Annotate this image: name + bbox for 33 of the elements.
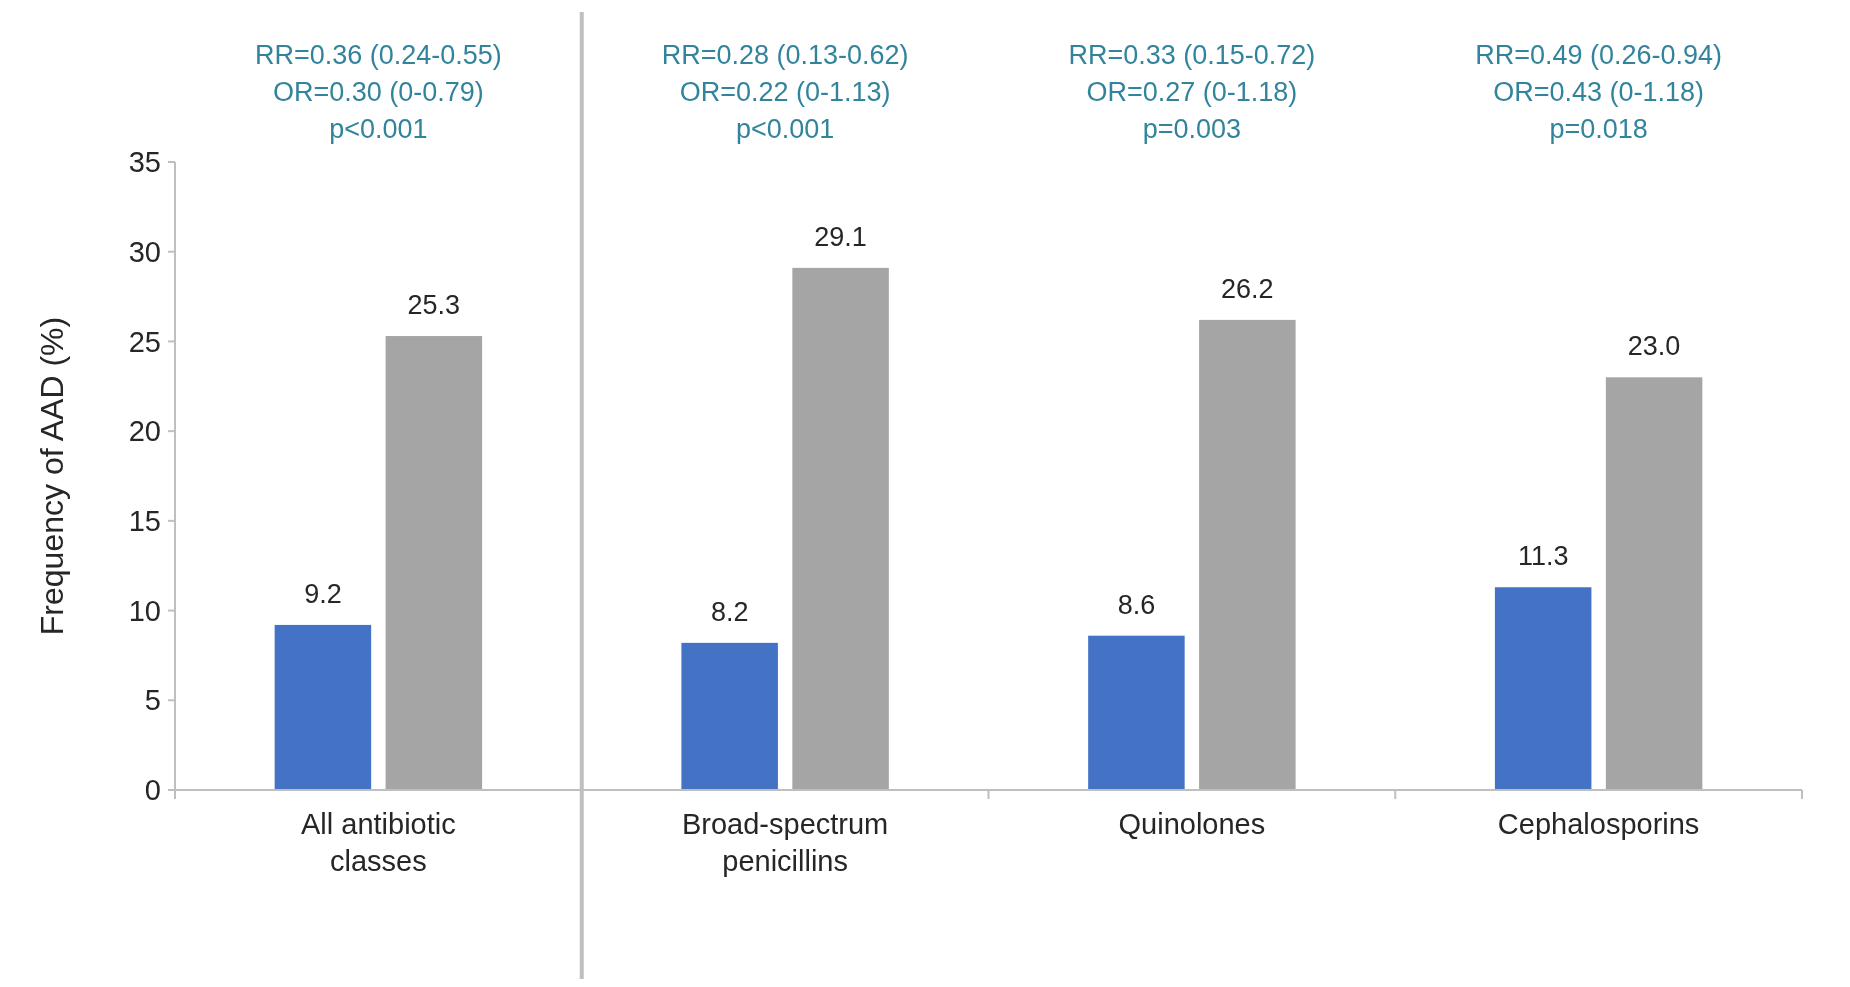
y-tick-label: 15 bbox=[128, 505, 161, 538]
y-tick-label: 5 bbox=[144, 684, 161, 717]
bar bbox=[385, 336, 483, 790]
x-tick-label: Cephalosporins bbox=[1497, 808, 1700, 840]
data-label: 29.1 bbox=[814, 221, 867, 252]
data-label: 26.2 bbox=[1221, 273, 1274, 304]
x-tick-label: Quinolones bbox=[1118, 808, 1266, 840]
bar bbox=[792, 267, 889, 790]
bar bbox=[274, 624, 372, 790]
data-label: 23.0 bbox=[1627, 331, 1681, 362]
bar bbox=[1494, 587, 1592, 790]
data-label: 8.2 bbox=[710, 596, 749, 627]
y-tick-label: 25 bbox=[128, 325, 161, 358]
text: RR=0.49 (0.26-0.94) OR=0.43 (0-1.18) p=0.018 bbox=[1475, 40, 1723, 144]
y-tick-label: 35 bbox=[128, 146, 161, 179]
y-axis-title: Frequency of AAD (%) bbox=[34, 316, 71, 636]
y-tick-label: 10 bbox=[128, 594, 161, 627]
y-tick-label: 20 bbox=[128, 415, 161, 448]
text: RR=0.36 (0.24-0.55) OR=0.30 (0-0.79) p<0.001 bbox=[254, 40, 502, 144]
data-label: 11.3 bbox=[1517, 541, 1569, 572]
y-tick-label: 0 bbox=[144, 774, 161, 807]
bar bbox=[1199, 319, 1296, 790]
y-tick-label: 30 bbox=[128, 235, 161, 268]
text: RR=0.28 (0.13-0.62) OR=0.22 (0-1.13) p<0.001 bbox=[661, 40, 909, 144]
data-label: 9.2 bbox=[304, 578, 342, 609]
x-tick-label: Broad-spectrum penicillins bbox=[681, 808, 889, 877]
bar bbox=[681, 642, 778, 790]
text: RR=0.33 (0.15-0.72) OR=0.27 (0-1.18) p=0.003 bbox=[1068, 40, 1316, 144]
data-label: 25.3 bbox=[407, 290, 461, 321]
bar bbox=[1605, 377, 1703, 790]
data-label: 8.6 bbox=[1117, 589, 1156, 620]
bar bbox=[1088, 635, 1185, 790]
x-tick-label: All antibiotic classes bbox=[301, 808, 456, 877]
